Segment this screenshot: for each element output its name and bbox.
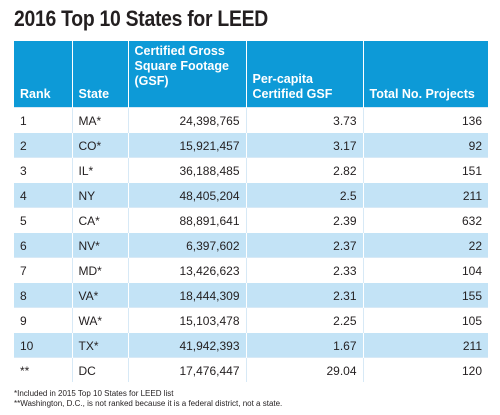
table-row: 7 MD* 13,426,623 2.33 104 <box>14 257 488 283</box>
cell-rank: 8 <box>14 282 73 308</box>
cell-state: TX* <box>72 332 129 358</box>
cell-total-projects: 105 <box>363 307 488 333</box>
cell-per-capita-gsf: 2.33 <box>246 257 364 283</box>
column-header-per-capita-gsf: Per-capita Certified GSF <box>246 41 364 108</box>
leed-states-table: Rank State Certified Gross Square Footag… <box>14 41 488 382</box>
table-body: 1 MA* 24,398,765 3.73 136 2 CO* 15,921,457 3.17 9… <box>14 107 488 382</box>
cell-total-projects: 211 <box>363 182 488 208</box>
cell-certified-gsf: 6,397,602 <box>128 232 247 258</box>
cell-per-capita-gsf: 3.17 <box>246 132 364 158</box>
table-row: 5 CA* 88,891,641 2.39 632 <box>14 207 488 233</box>
cell-state: MA* <box>72 107 129 133</box>
cell-total-projects: 155 <box>363 282 488 308</box>
cell-rank: 4 <box>14 182 73 208</box>
cell-state: CA* <box>72 207 129 233</box>
table-row: 10 TX* 41,942,393 1.67 211 <box>14 332 488 358</box>
cell-rank: 2 <box>14 132 73 158</box>
cell-state: DC <box>72 357 129 382</box>
table-row: 6 NV* 6,397,602 2.37 22 <box>14 232 488 258</box>
cell-per-capita-gsf: 2.37 <box>246 232 364 258</box>
cell-per-capita-gsf: 2.5 <box>246 182 364 208</box>
cell-total-projects: 211 <box>363 332 488 358</box>
cell-per-capita-gsf: 2.31 <box>246 282 364 308</box>
cell-state: NV* <box>72 232 129 258</box>
cell-state: VA* <box>72 282 129 308</box>
cell-rank: 5 <box>14 207 73 233</box>
footnote-asterisk: *Included in 2015 Top 10 States for LEED… <box>14 389 174 398</box>
cell-rank: 3 <box>14 157 73 183</box>
cell-state: NY <box>72 182 129 208</box>
cell-per-capita-gsf: 29.04 <box>246 357 364 382</box>
cell-certified-gsf: 15,921,457 <box>128 132 247 158</box>
page-title: 2016 Top 10 States for LEED <box>14 6 268 31</box>
column-header-state: State <box>72 41 129 108</box>
column-header-rank: Rank <box>14 41 73 108</box>
cell-rank: 1 <box>14 107 73 133</box>
cell-rank: 9 <box>14 307 73 333</box>
table-header-row: Rank State Certified Gross Square Footag… <box>14 41 488 108</box>
cell-certified-gsf: 36,188,485 <box>128 157 247 183</box>
table-row: 3 IL* 36,188,485 2.82 151 <box>14 157 488 183</box>
table-row: 9 WA* 15,103,478 2.25 105 <box>14 307 488 333</box>
footnotes: *Included in 2015 Top 10 States for LEED… <box>14 389 282 409</box>
cell-total-projects: 632 <box>363 207 488 233</box>
cell-state: WA* <box>72 307 129 333</box>
cell-rank: 10 <box>14 332 73 358</box>
cell-rank: ** <box>14 357 73 382</box>
cell-per-capita-gsf: 2.39 <box>246 207 364 233</box>
table-row: 1 MA* 24,398,765 3.73 136 <box>14 107 488 133</box>
cell-per-capita-gsf: 3.73 <box>246 107 364 133</box>
cell-certified-gsf: 13,426,623 <box>128 257 247 283</box>
cell-certified-gsf: 17,476,447 <box>128 357 247 382</box>
cell-total-projects: 151 <box>363 157 488 183</box>
cell-state: MD* <box>72 257 129 283</box>
table-row: ** DC 17,476,447 29.04 120 <box>14 357 488 382</box>
cell-total-projects: 120 <box>363 357 488 382</box>
cell-per-capita-gsf: 2.25 <box>246 307 364 333</box>
column-header-total-projects: Total No. Projects <box>363 41 488 108</box>
column-header-certified-gsf: Certified Gross Square Footage (GSF) <box>128 41 247 108</box>
cell-state: IL* <box>72 157 129 183</box>
cell-total-projects: 22 <box>363 232 488 258</box>
cell-certified-gsf: 41,942,393 <box>128 332 247 358</box>
cell-total-projects: 136 <box>363 107 488 133</box>
footnote-double-asterisk: **Washington, D.C., is not ranked becaus… <box>14 399 283 408</box>
cell-certified-gsf: 88,891,641 <box>128 207 247 233</box>
table-row: 2 CO* 15,921,457 3.17 92 <box>14 132 488 158</box>
cell-rank: 7 <box>14 257 73 283</box>
cell-certified-gsf: 15,103,478 <box>128 307 247 333</box>
table-row: 8 VA* 18,444,309 2.31 155 <box>14 282 488 308</box>
cell-certified-gsf: 24,398,765 <box>128 107 247 133</box>
table-row: 4 NY 48,405,204 2.5 211 <box>14 182 488 208</box>
cell-rank: 6 <box>14 232 73 258</box>
cell-per-capita-gsf: 1.67 <box>246 332 364 358</box>
cell-certified-gsf: 18,444,309 <box>128 282 247 308</box>
cell-certified-gsf: 48,405,204 <box>128 182 247 208</box>
cell-state: CO* <box>72 132 129 158</box>
cell-total-projects: 92 <box>363 132 488 158</box>
cell-per-capita-gsf: 2.82 <box>246 157 364 183</box>
cell-total-projects: 104 <box>363 257 488 283</box>
